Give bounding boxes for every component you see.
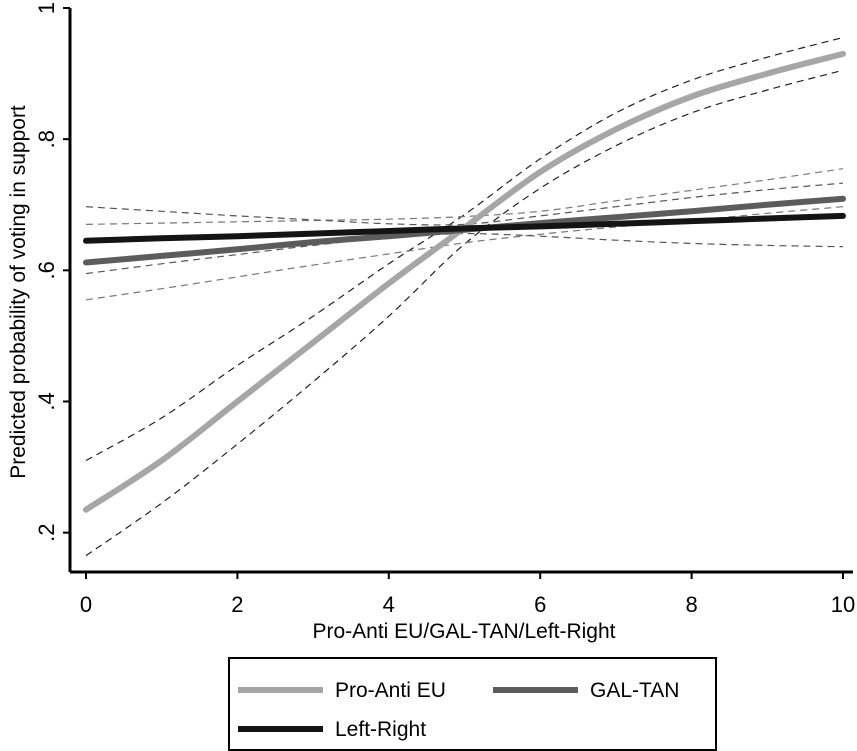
series-lines <box>83 50 846 513</box>
plot-area: 0 2 4 6 8 10 .2 .4 .6 .8 1 <box>34 2 855 617</box>
y-tick-label: .2 <box>34 523 59 541</box>
y-axis-title: Predicted probability of voting in suppo… <box>7 105 30 479</box>
x-tick-label: 10 <box>831 592 855 617</box>
x-tick-label: 2 <box>231 592 243 617</box>
pro-anti-eu-ci-upper <box>85 36 844 462</box>
y-tick-label: .6 <box>34 261 59 279</box>
left-right-ci-upper <box>85 182 844 226</box>
x-tick-label: 0 <box>80 592 92 617</box>
legend-label-gal-tan: GAL-TAN <box>590 679 679 702</box>
left-right-ci-lower <box>85 232 844 275</box>
x-tick-label: 4 <box>383 592 395 617</box>
legend-label-left-right: Left-Right <box>335 718 426 741</box>
y-tick-label: .4 <box>34 392 59 410</box>
legend: Pro-Anti EU GAL-TAN Left-Right <box>228 657 717 751</box>
x-tick-label: 6 <box>534 592 546 617</box>
confidence-intervals <box>85 36 844 557</box>
gal-tan-ci-upper <box>85 168 844 225</box>
pro-anti-eu-ci-lower <box>85 69 844 557</box>
x-axis-title: Pro-Anti EU/GAL-TAN/Left-Right <box>312 620 615 643</box>
left-right-line <box>83 212 846 244</box>
x-tick-label: 8 <box>685 592 697 617</box>
y-tick-label: .8 <box>34 130 59 148</box>
y-tick-label: 1 <box>34 2 59 14</box>
legend-label-pro-anti-eu: Pro-Anti EU <box>335 679 446 702</box>
axis-ticks: 0 2 4 6 8 10 .2 .4 .6 .8 1 <box>34 2 855 617</box>
legend-box <box>228 657 717 751</box>
